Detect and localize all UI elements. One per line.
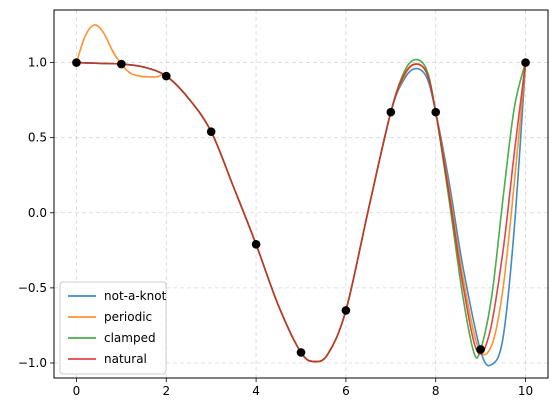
y-tick-label: 1.0 (28, 56, 47, 70)
legend-box (59, 281, 167, 375)
y-tick-label: 0.0 (28, 206, 47, 220)
legend-label-natural: natural (104, 352, 147, 366)
data-point (251, 240, 261, 249)
x-tick-label: 0 (73, 384, 81, 398)
data-point (206, 127, 216, 136)
data-point (431, 107, 441, 117)
data-point (117, 59, 126, 69)
x-tick-label: 10 (518, 384, 533, 398)
data-point (296, 348, 306, 357)
data-point (161, 71, 171, 81)
data-point (386, 107, 396, 117)
y-axis: −1.0 −0.5 0.0 0.5 1.0 (18, 56, 54, 370)
x-tick-label: 2 (162, 384, 170, 398)
y-tick-label: −1.0 (18, 356, 47, 370)
x-tick-label: 4 (252, 384, 260, 398)
legend-label-not-a-knot: not-a-knot (104, 289, 167, 303)
plot-frame (53, 9, 549, 379)
y-tick-label: −0.5 (18, 281, 47, 295)
x-tick-label: 8 (432, 384, 440, 398)
legend-label-clamped: clamped (104, 331, 156, 345)
data-point (476, 345, 485, 354)
legend: not-a-knot periodic clamped natural (59, 281, 167, 375)
data-points (72, 58, 530, 357)
data-point (521, 58, 530, 67)
data-point (341, 306, 351, 315)
grid-lines (54, 10, 548, 378)
x-tick-label: 6 (342, 384, 350, 398)
y-tick-label: 0.5 (28, 131, 47, 145)
data-point (72, 58, 81, 67)
x-axis: 0 2 4 6 8 10 (73, 378, 533, 398)
legend-label-periodic: periodic (104, 310, 152, 324)
